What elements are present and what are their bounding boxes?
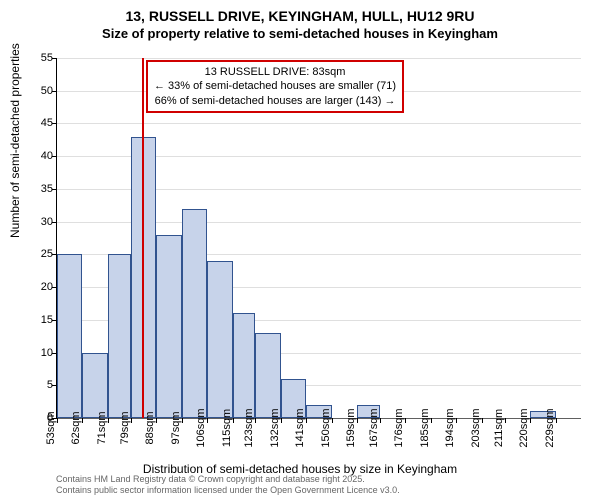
x-tick-mark	[431, 418, 432, 423]
x-tick-mark	[456, 418, 457, 423]
histogram-bar	[182, 209, 207, 418]
y-tick-label: 20	[29, 281, 53, 293]
y-tick-label: 55	[29, 52, 53, 64]
x-tick-label: 97sqm	[170, 411, 182, 444]
histogram-chart: { "title_main": "13, RUSSELL DRIVE, KEYI…	[0, 0, 600, 500]
x-tick-mark	[380, 418, 381, 423]
x-tick-label: 194sqm	[444, 408, 456, 447]
x-tick-label: 176sqm	[393, 408, 405, 447]
histogram-bar	[108, 254, 131, 418]
x-tick-mark	[405, 418, 406, 423]
plot-area: 051015202530354045505553sqm62sqm71sqm79s…	[56, 58, 581, 419]
x-tick-label: 62sqm	[70, 411, 82, 444]
y-tick-label: 45	[29, 117, 53, 129]
reference-line	[142, 58, 144, 418]
x-tick-label: 88sqm	[144, 411, 156, 444]
x-tick-label: 203sqm	[470, 408, 482, 447]
y-tick-label: 25	[29, 248, 53, 260]
annotation-line1: 13 RUSSELL DRIVE: 83sqm	[154, 65, 396, 79]
x-tick-label: 185sqm	[419, 408, 431, 447]
x-tick-label: 71sqm	[96, 411, 108, 444]
y-tick-label: 10	[29, 347, 53, 359]
x-tick-mark	[255, 418, 256, 423]
chart-title: 13, RUSSELL DRIVE, KEYINGHAM, HULL, HU12…	[0, 0, 600, 24]
x-tick-mark	[530, 418, 531, 423]
x-tick-label: 229sqm	[544, 408, 556, 447]
x-tick-label: 115sqm	[221, 409, 233, 447]
annotation-box: 13 RUSSELL DRIVE: 83sqm← 33% of semi-det…	[146, 60, 404, 113]
histogram-bar	[82, 353, 107, 418]
x-tick-label: 150sqm	[320, 408, 332, 447]
x-tick-label: 123sqm	[243, 408, 255, 447]
x-tick-label: 167sqm	[368, 408, 380, 447]
annotation-line3: 66% of semi-detached houses are larger (…	[154, 94, 396, 108]
y-tick-label: 30	[29, 216, 53, 228]
x-tick-label: 220sqm	[518, 408, 530, 447]
y-tick-label: 35	[29, 183, 53, 195]
x-tick-label: 79sqm	[119, 411, 131, 444]
x-tick-label: 106sqm	[195, 408, 207, 447]
x-tick-mark	[482, 418, 483, 423]
x-tick-mark	[57, 418, 58, 423]
x-tick-mark	[156, 418, 157, 423]
x-tick-mark	[108, 418, 109, 423]
y-tick-label: 50	[29, 85, 53, 97]
x-tick-mark	[82, 418, 83, 423]
y-tick-label: 5	[29, 379, 53, 391]
gridline	[57, 58, 581, 59]
x-tick-label: 132sqm	[269, 408, 281, 447]
attribution-text: Contains HM Land Registry data © Crown c…	[56, 474, 400, 496]
chart-subtitle: Size of property relative to semi-detach…	[0, 26, 600, 41]
attribution-line2: Contains public sector information licen…	[56, 485, 400, 496]
x-tick-label: 141sqm	[294, 408, 306, 447]
gridline	[57, 123, 581, 124]
y-tick-label: 40	[29, 150, 53, 162]
histogram-bar	[156, 235, 181, 418]
y-axis-label: Number of semi-detached properties	[8, 43, 22, 238]
x-tick-label: 211sqm	[493, 409, 505, 447]
y-tick-label: 15	[29, 314, 53, 326]
x-tick-label: 53sqm	[45, 411, 57, 444]
x-tick-label: 159sqm	[345, 408, 357, 447]
histogram-bar	[255, 333, 280, 418]
attribution-line1: Contains HM Land Registry data © Crown c…	[56, 474, 400, 485]
histogram-bar	[233, 313, 256, 418]
histogram-bar	[57, 254, 82, 418]
x-tick-mark	[207, 418, 208, 423]
histogram-bar	[207, 261, 232, 418]
x-tick-mark	[357, 418, 358, 423]
annotation-line2: ← 33% of semi-detached houses are smalle…	[154, 79, 396, 93]
x-tick-mark	[306, 418, 307, 423]
